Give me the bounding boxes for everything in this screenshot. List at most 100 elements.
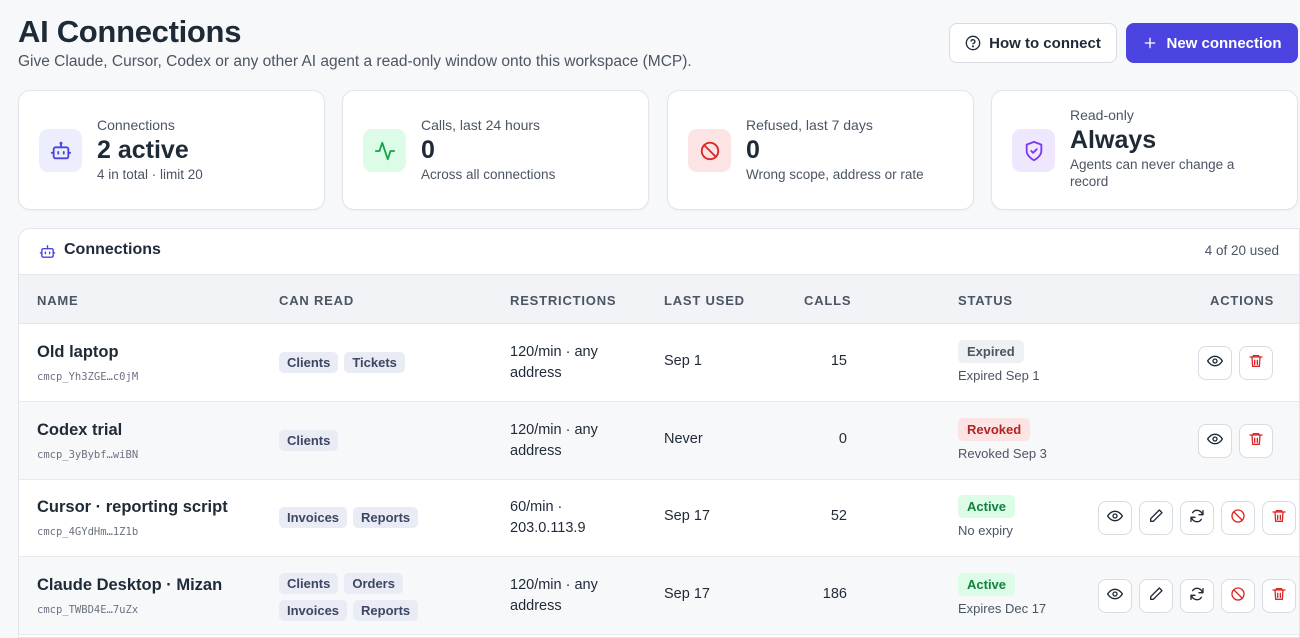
delete-button[interactable]	[1262, 501, 1296, 535]
connection-name[interactable]: Claude Desktop · Mizan	[37, 576, 223, 594]
calls-count: 186	[822, 586, 847, 602]
pencil-icon	[1148, 586, 1164, 607]
scope-chips: Clients Tickets	[279, 352, 429, 373]
scope-chips: Clients	[279, 430, 429, 451]
scope-chip: Invoices	[279, 507, 348, 528]
restrictions: 120/min · any address	[510, 422, 598, 459]
restrictions: 120/min · any address	[510, 577, 598, 614]
revoke-button[interactable]	[1221, 579, 1255, 613]
scope-chip: Reports	[353, 600, 419, 621]
scope-chips: Clients Orders Invoices Reports	[279, 573, 429, 621]
connections-used-count: 4 of 20 used	[1204, 243, 1279, 258]
connection-name[interactable]: Old laptop	[37, 343, 119, 361]
delete-button[interactable]	[1239, 346, 1273, 380]
column-header-can-read: CAN READ	[279, 293, 355, 308]
scope-chip: Orders	[344, 573, 403, 594]
help-circle-icon	[965, 35, 981, 51]
scope-chip: Tickets	[344, 352, 405, 373]
rotate-button[interactable]	[1180, 579, 1214, 613]
eye-icon	[1107, 586, 1123, 607]
edit-button[interactable]	[1139, 579, 1173, 613]
new-connection-label: New connection	[1166, 34, 1282, 52]
connection-name[interactable]: Codex trial	[37, 421, 123, 439]
rotate-button[interactable]	[1180, 501, 1214, 535]
table-header: NAME CAN READ RESTRICTIONS LAST USED CAL…	[19, 274, 1299, 324]
column-header-restrictions: RESTRICTIONS	[510, 293, 617, 308]
view-button[interactable]	[1198, 346, 1232, 380]
view-button[interactable]	[1098, 501, 1132, 535]
status-badge: Expired	[958, 340, 1024, 363]
stat-value: Always	[1070, 126, 1157, 154]
column-header-name: NAME	[37, 293, 79, 308]
calls-count: 0	[838, 431, 847, 447]
calls-count: 52	[830, 508, 847, 524]
table-row: Old laptop cmcp_Yh3ZGE…c0jM Clients Tickets…	[19, 324, 1299, 402]
new-connection-button[interactable]: New connection	[1126, 23, 1298, 63]
column-header-calls: CALLS	[804, 293, 852, 308]
scope-chip: Clients	[279, 352, 339, 373]
column-header-last-used: LAST USED	[664, 293, 745, 308]
stat-label: Calls, last 24 hours	[421, 117, 541, 133]
stat-sub: Across all connections	[421, 167, 556, 182]
robot-icon	[39, 129, 82, 172]
stat-label: Read-only	[1070, 107, 1134, 123]
trash-icon	[1271, 586, 1287, 607]
last-used: Sep 17	[664, 508, 710, 524]
status-badge: Active	[958, 573, 1016, 596]
shield-check-icon	[1012, 129, 1055, 172]
connection-key: cmcp_Yh3ZGE…c0jM	[37, 371, 139, 383]
status-detail: Expires Dec 17	[958, 601, 1047, 616]
stat-label: Connections	[97, 117, 175, 133]
delete-button[interactable]	[1262, 579, 1296, 613]
connections-panel: Connections 4 of 20 used NAME CAN READ R…	[18, 228, 1300, 638]
stat-card-connections: Connections 2 active 4 in total · limit …	[18, 90, 325, 210]
stat-card-refused: Refused, last 7 days 0 Wrong scope, addr…	[667, 90, 974, 210]
stat-card-read-only: Read-only Always Agents can never change…	[991, 90, 1298, 210]
how-to-connect-button[interactable]: How to connect	[949, 23, 1117, 63]
ban-icon	[688, 129, 731, 172]
last-used: Sep 17	[664, 586, 710, 602]
robot-icon	[39, 243, 56, 265]
ban-icon	[1230, 508, 1246, 529]
calls-count: 15	[830, 353, 847, 369]
stat-sub: 4 in total · limit 20	[97, 167, 203, 182]
column-header-status: STATUS	[958, 293, 1013, 308]
eye-icon	[1107, 508, 1123, 529]
trash-icon	[1271, 508, 1287, 529]
refresh-icon	[1189, 586, 1205, 607]
trash-icon	[1248, 431, 1264, 452]
status-detail: Expired Sep 1	[958, 368, 1040, 383]
scope-chips: Invoices Reports	[279, 507, 429, 528]
panel-header: Connections 4 of 20 used	[19, 229, 1299, 274]
status-badge: Revoked	[958, 418, 1031, 441]
connection-key: cmcp_3yBybf…wiBN	[37, 449, 139, 461]
stat-value: 0	[746, 136, 760, 164]
connection-key: cmcp_4GYdHm…1Z1b	[37, 526, 139, 538]
trash-icon	[1248, 353, 1264, 374]
stat-label: Refused, last 7 days	[746, 117, 873, 133]
connection-name[interactable]: Cursor · reporting script	[37, 498, 228, 516]
stat-sub: Agents can never change a record	[1070, 157, 1235, 189]
scope-chip: Invoices	[279, 600, 348, 621]
status-detail: No expiry	[958, 523, 1013, 538]
status-badge: Active	[958, 495, 1016, 518]
eye-icon	[1207, 353, 1223, 374]
scope-chip: Clients	[279, 573, 339, 594]
column-header-actions: ACTIONS	[1210, 293, 1275, 308]
restrictions: 60/min · 203.0.113.9	[510, 499, 586, 536]
edit-button[interactable]	[1139, 501, 1173, 535]
revoke-button[interactable]	[1221, 501, 1255, 535]
stat-card-calls: Calls, last 24 hours 0 Across all connec…	[342, 90, 649, 210]
table-row: Codex trial cmcp_3yBybf…wiBN Clients 120/mi…	[19, 402, 1299, 480]
table-row: Claude Desktop · Mizan cmcp_TWBD4E…7uZx Cl…	[19, 557, 1299, 635]
how-to-connect-label: How to connect	[989, 34, 1101, 52]
plus-icon	[1142, 35, 1158, 51]
stat-value: 2 active	[97, 136, 189, 164]
table-row: Cursor · reporting script cmcp_4GYdHm…1Z1…	[19, 479, 1299, 557]
scope-chip: Reports	[353, 507, 419, 528]
view-button[interactable]	[1098, 579, 1132, 613]
view-button[interactable]	[1198, 424, 1232, 458]
page-title: AI Connections	[18, 14, 242, 49]
delete-button[interactable]	[1239, 424, 1273, 458]
page-subtitle: Give Claude, Cursor, Codex or any other …	[18, 53, 692, 70]
